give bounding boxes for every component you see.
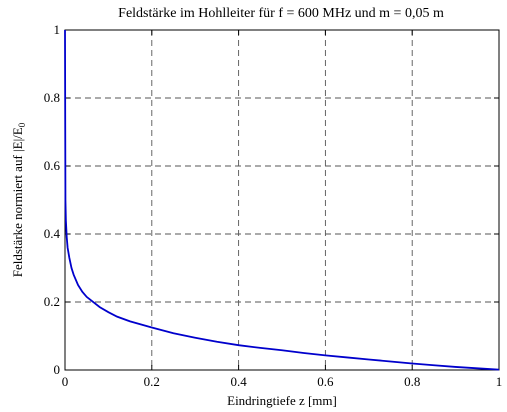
x-tick-label: 0 [62,374,69,389]
y-axis-label: Feldstärke normiert auf |E|/E0 [10,122,27,277]
y-tick-label: 0.6 [44,158,61,173]
axis-ticks [64,29,500,371]
plot-area-frame [64,29,500,371]
x-tick-label: 0.8 [404,374,420,389]
x-tick-label: 1 [496,374,503,389]
x-axis-tick-labels: 0 0.2 0.4 0.6 0.8 1 [62,374,503,389]
x-axis-label: Eindringtiefe z [mm] [227,393,337,408]
y-tick-label: 0 [54,362,61,377]
y-tick-label: 0.2 [44,294,60,309]
x-tick-label: 0.4 [230,374,247,389]
y-axis-tick-labels: 0 0.2 0.4 0.6 0.8 1 [44,22,61,377]
y-tick-label: 0.8 [44,90,60,105]
y-tick-label: 1 [54,22,61,37]
series-line [64,29,500,371]
y-axis-label-subscript: 0 [17,122,27,127]
grid [65,30,499,370]
x-tick-label: 0.6 [317,374,334,389]
y-axis-label-main: Feldstärke normiert auf |E|/E [10,127,25,277]
x-tick-label: 0.2 [144,374,160,389]
y-tick-label: 0.4 [44,226,61,241]
chart-title: Feldstärke im Hohlleiter für f = 600 MHz… [118,6,444,21]
